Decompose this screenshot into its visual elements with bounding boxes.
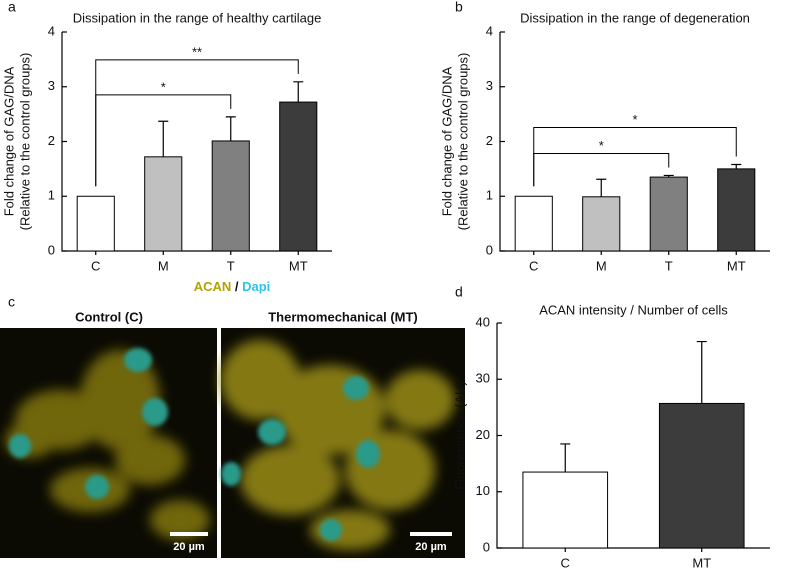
stain-legend: ACAN / Dapi <box>194 279 271 294</box>
x-tick-label: M <box>596 258 607 273</box>
y-tick-label: 10 <box>476 483 490 498</box>
error-bar <box>663 174 674 178</box>
significance-label: * <box>632 112 637 127</box>
y-axis-label: (Relative to the control groups) <box>17 53 32 231</box>
bar <box>582 196 621 252</box>
y-tick-label: 0 <box>483 539 490 554</box>
error-bar <box>158 120 169 157</box>
scale-bar-label: 20 µm <box>415 541 447 553</box>
significance-label: ** <box>192 44 202 59</box>
error-bar <box>731 163 742 169</box>
stain-dapi: Dapi <box>242 279 270 294</box>
y-axis-label: (Relative to the control groups) <box>455 53 470 231</box>
y-tick-label: 3 <box>486 78 493 93</box>
x-tick-label: MT <box>727 258 746 273</box>
image-thermomechanical: 20 µm <box>220 328 465 558</box>
y-tick-label: 2 <box>486 133 493 148</box>
chart-title: Dissipation in the range of healthy cart… <box>73 10 322 25</box>
error-bar <box>293 81 304 103</box>
x-tick-label: C <box>529 258 538 273</box>
significance-label: * <box>599 138 604 153</box>
bar <box>279 101 318 252</box>
x-tick-label: MT <box>692 555 711 568</box>
image-title: Control (C) <box>75 309 143 324</box>
error-bar <box>696 340 707 404</box>
x-tick-label: T <box>665 258 673 273</box>
error-bar <box>225 116 236 141</box>
y-tick-label: 1 <box>48 188 55 203</box>
bar <box>144 156 183 252</box>
stain-acan: ACAN <box>194 279 232 294</box>
y-tick-label: 0 <box>486 242 493 257</box>
panel-label: c <box>8 294 15 310</box>
bar <box>658 402 745 549</box>
y-tick-label: 40 <box>476 314 490 329</box>
bar <box>649 176 688 252</box>
y-axis-label: Fold change of GAG/DNA <box>1 66 16 216</box>
x-tick-label: C <box>561 555 570 568</box>
y-tick-label: 0 <box>48 242 55 257</box>
chart-title: Dissipation in the range of degeneration <box>520 10 750 25</box>
x-tick-label: MT <box>289 258 308 273</box>
bar <box>717 168 756 252</box>
panel-label: a <box>8 0 16 15</box>
y-axis-label: Fluorescence (AU) <box>452 381 467 489</box>
significance-bracket <box>533 126 737 187</box>
y-tick-label: 4 <box>48 23 55 38</box>
y-tick-label: 3 <box>48 78 55 93</box>
y-tick-label: 4 <box>486 23 493 38</box>
y-tick-label: 30 <box>476 371 490 386</box>
bar <box>76 195 115 252</box>
chart-title: ACAN intensity / Number of cells <box>539 302 728 317</box>
scale-bar-label: 20 µm <box>173 541 205 553</box>
bar <box>514 195 553 252</box>
bar <box>211 140 250 252</box>
bar <box>522 471 609 549</box>
panel-label: b <box>455 0 463 15</box>
error-bar <box>596 178 607 197</box>
error-bar <box>560 443 571 473</box>
significance-bracket <box>95 59 299 187</box>
panel-label: d <box>455 284 463 300</box>
stain-sep: / <box>235 279 242 294</box>
y-tick-label: 1 <box>486 188 493 203</box>
significance-label: * <box>161 79 166 94</box>
image-title: Thermomechanical (MT) <box>268 309 418 324</box>
y-tick-label: 2 <box>48 133 55 148</box>
y-tick-label: 20 <box>476 427 490 442</box>
y-axis-label: Fold change of GAG/DNA <box>439 66 454 216</box>
x-tick-label: M <box>158 258 169 273</box>
x-tick-label: C <box>91 258 100 273</box>
image-control: 20 µm <box>0 328 217 558</box>
x-tick-label: T <box>227 258 235 273</box>
